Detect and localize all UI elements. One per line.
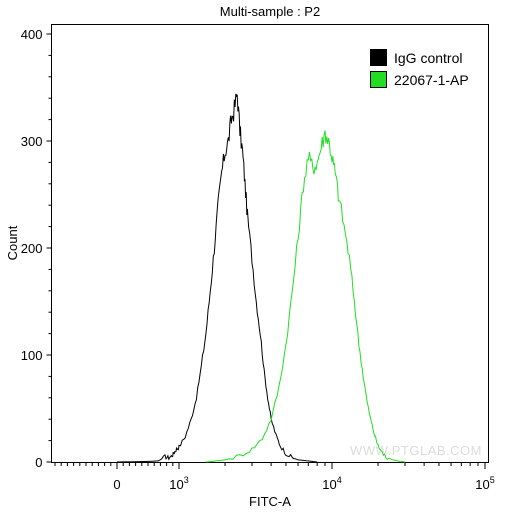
x-tick-exponent: 4 — [337, 475, 342, 485]
data-series — [116, 93, 406, 463]
x-tick-base: 10 — [169, 477, 183, 492]
legend-label: IgG control — [394, 50, 462, 66]
series-line-antibody — [205, 130, 406, 463]
y-tick-label: 100 — [21, 348, 43, 363]
x-axis-ticks: 0 103 104 105 — [54, 462, 495, 492]
x-tick-label: 104 — [322, 475, 341, 492]
x-tick-base: 10 — [475, 477, 489, 492]
y-tick-label: 300 — [21, 134, 43, 149]
y-tick-label: 0 — [35, 455, 42, 470]
x-axis-label: FITC-A — [249, 494, 291, 509]
x-tick-label: 105 — [475, 475, 494, 492]
plot-frame — [51, 24, 489, 463]
x-tick-exponent: 3 — [184, 475, 189, 485]
x-tick-base: 0 — [113, 477, 120, 492]
legend: IgG control 22067-1-AP — [370, 49, 469, 88]
watermark-text: WWW.PTGLAB.COM — [350, 443, 482, 458]
x-tick-exponent: 5 — [490, 475, 495, 485]
y-axis-label: Count — [5, 225, 20, 260]
chart-title: Multi-sample : P2 — [220, 4, 320, 19]
y-tick-label: 200 — [21, 241, 43, 256]
y-axis-ticks: 0 100 200 300 400 — [21, 27, 52, 470]
series-line-igg-control — [116, 93, 318, 463]
legend-label: 22067-1-AP — [394, 72, 469, 88]
legend-swatch — [370, 71, 387, 88]
y-tick-label: 400 — [21, 27, 43, 42]
x-tick-label: 0 — [113, 477, 120, 492]
legend-swatch — [370, 49, 387, 66]
x-tick-label: 103 — [169, 475, 188, 492]
x-tick-base: 10 — [322, 477, 336, 492]
